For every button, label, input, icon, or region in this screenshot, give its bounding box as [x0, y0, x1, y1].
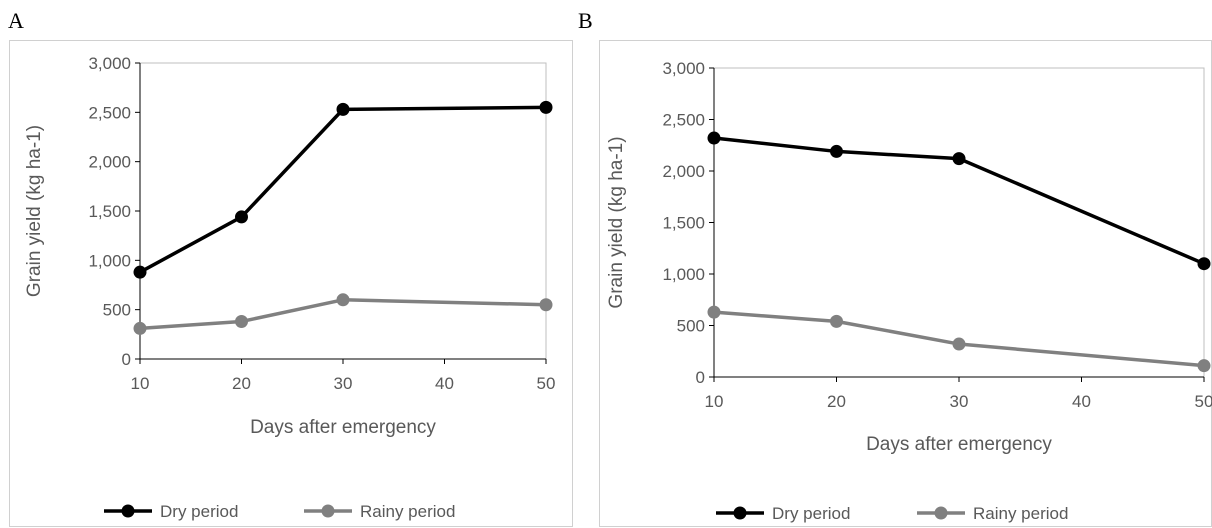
series-line-dry-period [713, 136, 1205, 266]
legend-marker-rainy-period [934, 506, 948, 520]
data-point-dry-period [952, 152, 966, 166]
y-tick-label: 2,000 [88, 153, 131, 172]
legend-label-dry-period: Dry period [772, 504, 850, 523]
chart-b: 0 500 1,000 1,500 2,000 2,500 3,000 10 20 30 40 50 D… [606, 59, 1212, 523]
panel-letter-b: B [578, 8, 593, 33]
data-point-dry-period [336, 102, 350, 116]
data-point-dry-period [133, 265, 147, 279]
y-tick-label: 3,000 [662, 59, 705, 78]
series-line-rainy-period [139, 298, 547, 331]
y-tick-label: 0 [696, 368, 705, 387]
x-tick-label: 40 [1072, 392, 1091, 411]
legend-label-dry-period: Dry period [160, 502, 238, 521]
data-point-rainy-period [707, 305, 721, 319]
chart-b-frame: 0 500 1,000 1,500 2,000 2,500 3,000 10 20 30 40 50 D… [599, 40, 1212, 527]
y-tick-label: 1,000 [662, 265, 705, 284]
y-tick-label: 1,000 [88, 251, 131, 270]
data-point-rainy-period [133, 321, 147, 335]
data-point-dry-period [1197, 257, 1211, 271]
x-tick-label: 20 [232, 374, 251, 393]
data-point-rainy-period [235, 315, 248, 329]
data-point-dry-period [830, 144, 843, 158]
y-axis-title: Grain yield (kg ha-1) [606, 136, 627, 308]
data-point-dry-period [707, 131, 721, 145]
y-tick-label: 0 [122, 350, 131, 369]
data-point-dry-period [235, 210, 248, 224]
series-line-dry-period [139, 105, 547, 274]
x-tick-label: 50 [1195, 392, 1212, 411]
legend-marker-dry-period [121, 504, 135, 518]
x-tick-label: 30 [334, 374, 353, 393]
data-point-rainy-period [952, 337, 966, 351]
chart-a-frame: 0 500 1,000 1,500 2,000 2,500 3,000 10 20 30 40 50 D… [9, 40, 573, 527]
chart-a: 0 500 1,000 1,500 2,000 2,500 3,000 10 20 30 40 50 D… [24, 54, 556, 521]
legend-label-rainy-period: Rainy period [973, 504, 1068, 523]
series-line-rainy-period [713, 310, 1205, 368]
data-point-rainy-period [830, 314, 843, 328]
y-tick-label: 2,500 [662, 111, 705, 130]
x-tick-label: 30 [950, 392, 969, 411]
y-tick-label: 500 [103, 301, 131, 320]
x-tick-label: 10 [131, 374, 150, 393]
y-tick-label: 3,000 [88, 54, 131, 73]
plot-area [713, 67, 1205, 378]
y-tick-label: 2,500 [88, 103, 131, 122]
legend-marker-dry-period [733, 506, 747, 520]
data-point-dry-period [539, 100, 553, 114]
data-point-rainy-period [1197, 359, 1211, 373]
data-point-rainy-period [336, 293, 350, 307]
y-tick-label: 1,500 [662, 214, 705, 233]
y-axis-title: Grain yield (kg ha-1) [24, 125, 45, 297]
panel-letter-a: A [8, 8, 24, 33]
y-tick-label: 1,500 [88, 202, 131, 221]
data-point-rainy-period [539, 298, 553, 312]
legend-label-rainy-period: Rainy period [360, 502, 455, 521]
x-axis-title: Days after emergency [250, 417, 436, 438]
y-tick-label: 500 [677, 317, 705, 336]
x-axis-title: Days after emergency [866, 434, 1052, 455]
x-tick-label: 50 [537, 374, 556, 393]
legend-marker-rainy-period [321, 504, 335, 518]
x-tick-label: 20 [827, 392, 846, 411]
x-tick-label: 10 [705, 392, 724, 411]
y-tick-label: 2,000 [662, 162, 705, 181]
x-tick-label: 40 [435, 374, 454, 393]
